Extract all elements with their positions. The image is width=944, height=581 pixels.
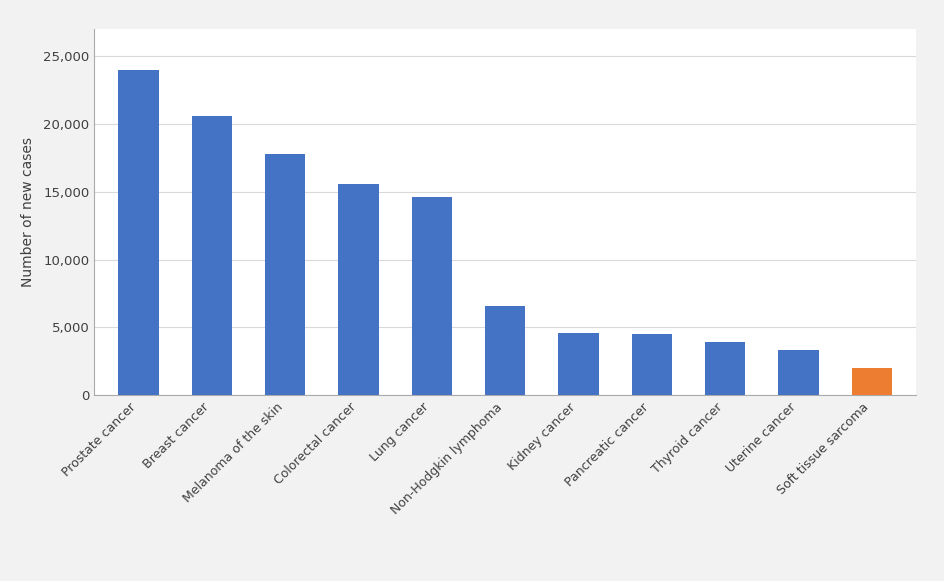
Bar: [778, 350, 818, 395]
Bar: [118, 70, 159, 395]
Bar: [705, 342, 745, 395]
Bar: [265, 154, 305, 395]
Bar: [412, 197, 452, 395]
Y-axis label: Number of new cases: Number of new cases: [21, 137, 35, 287]
Bar: [632, 334, 672, 395]
Bar: [851, 368, 892, 395]
Bar: [338, 184, 379, 395]
Bar: [192, 116, 232, 395]
Bar: [558, 333, 598, 395]
Bar: [485, 306, 525, 395]
